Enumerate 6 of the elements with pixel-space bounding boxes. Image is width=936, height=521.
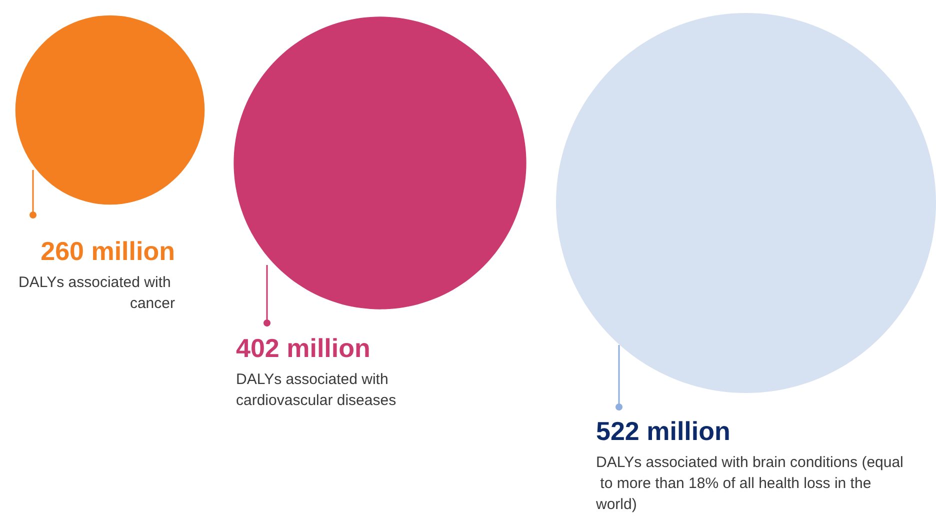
data-label: 522 million (596, 416, 730, 446)
data-label: 402 million (236, 333, 370, 363)
category-label: DALYs associated with cardiovascular diseases (236, 371, 396, 409)
category-label: DALYs associated with brain conditions (equal to more than 18% of all health loss in the world) (595, 454, 904, 513)
category-label: DALYs associated with cancer (18, 274, 175, 312)
data-label: 260 million (40, 236, 175, 266)
